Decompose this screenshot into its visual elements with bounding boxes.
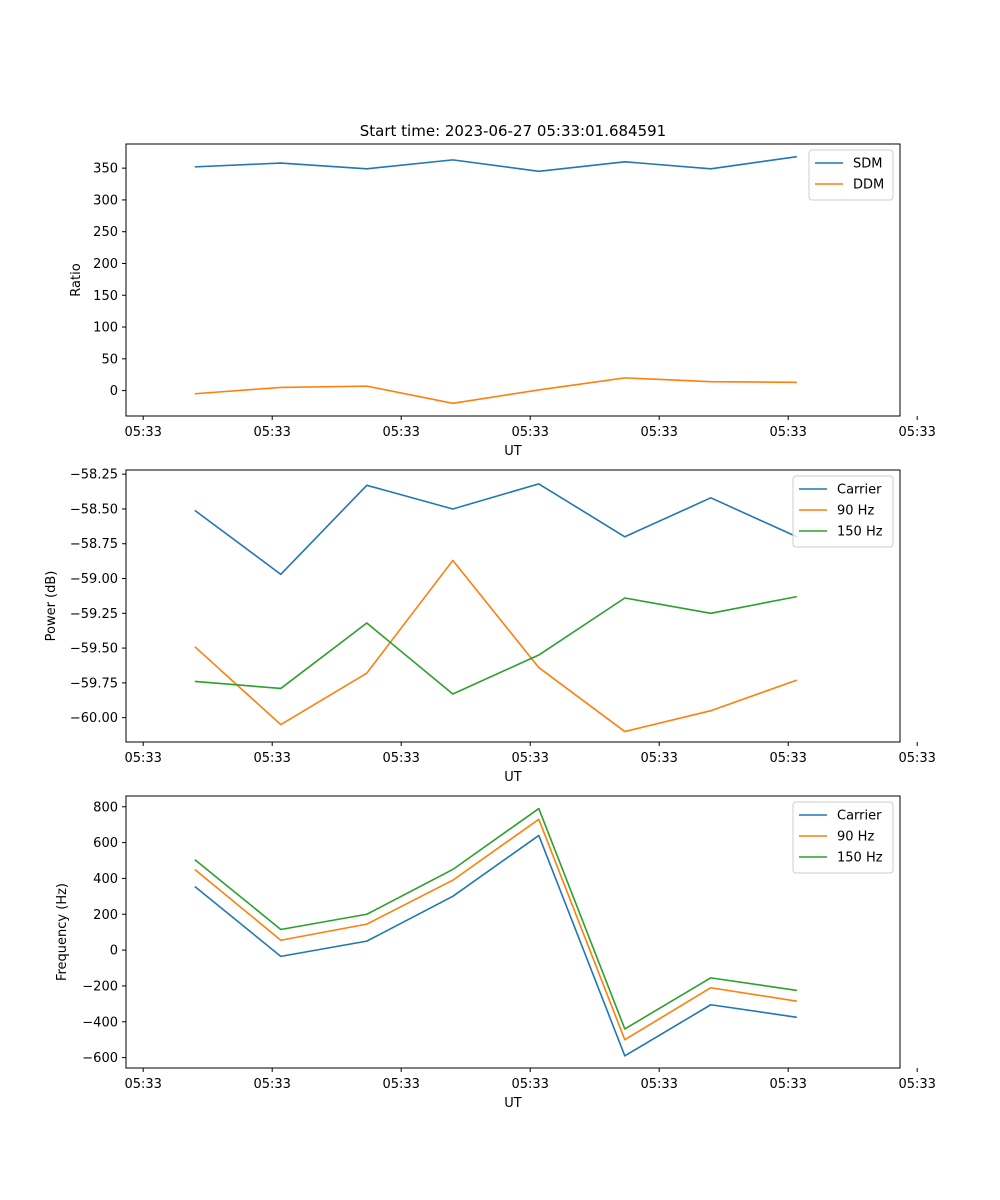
x-axis-label: UT [504,770,522,785]
x-tick-label: 05:33 [640,425,677,440]
legend-box [792,801,894,874]
y-tick-label: 200 [93,257,118,272]
x-tick-label: 05:33 [511,425,548,440]
legend-label: 150 Hz [837,851,883,866]
x-tick-label: 05:33 [382,425,419,440]
y-tick-label: −58.25 [70,468,118,483]
x-tick-label: 05:33 [253,751,290,766]
series-line-carrier [194,834,797,1057]
chart-panel-2: 05:33 05:33 05:33 05:33 05:33 05:33 05:33 −60.0… [44,468,936,785]
x-tick-label: 05:33 [124,425,161,440]
legend-label: 90 Hz [837,830,874,845]
y-tick-label: 50 [101,352,118,367]
y-tick-label: 150 [93,289,118,304]
y-tick-label: 350 [93,162,118,177]
y-tick-label: −200 [82,979,118,994]
x-axis-label: UT [504,444,522,459]
legend-label: SDM [853,157,882,172]
y-tick-label: −400 [82,1015,118,1030]
y-tick-label: 300 [93,193,118,208]
y-tick-label: −58.75 [70,537,118,552]
legend-label: Carrier [837,483,882,498]
y-tick-label: 100 [93,321,118,336]
x-tick-label: 05:33 [124,1077,161,1092]
y-tick-label: −60.00 [70,711,118,726]
axes-frame [125,469,901,743]
series-line-150-hz [194,807,797,1030]
x-tick-label: 05:33 [253,1077,290,1092]
x-tick-label: 05:33 [769,751,806,766]
y-tick-label: −58.50 [70,502,118,517]
x-tick-label: 05:33 [382,751,419,766]
panels: 05:33 05:33 05:33 05:33 05:33 05:33 05:33 0 50 10… [44,143,936,1111]
series-line-90-hz [194,559,798,733]
y-tick-label: 800 [93,800,118,815]
series-line-carrier [194,483,798,576]
legend-box [792,475,894,548]
x-tick-label: 05:33 [898,751,935,766]
legend-label: 90 Hz [837,504,874,519]
x-tick-label: 05:33 [382,1077,419,1092]
y-axis-label: Ratio [69,263,84,296]
y-tick-label: −59.00 [70,572,118,587]
series-line-ddm [194,377,797,405]
y-tick-label: −59.75 [70,676,118,691]
legend-label: Carrier [837,809,882,824]
y-tick-label: −59.50 [70,642,118,657]
y-tick-label: 600 [93,836,118,851]
legend-label: DDM [853,178,884,193]
y-axis-label: Frequency (Hz) [55,883,70,981]
axes-frame [125,795,901,1069]
y-tick-label: 200 [93,908,118,923]
x-tick-label: 05:33 [511,1077,548,1092]
x-tick-label: 05:33 [898,1077,935,1092]
x-tick-label: 05:33 [769,1077,806,1092]
y-tick-label: −59.25 [70,607,118,622]
x-axis-label: UT [504,1096,522,1111]
series-line-90-hz [194,818,797,1041]
x-tick-label: 05:33 [640,1077,677,1092]
chart-panel-1: 05:33 05:33 05:33 05:33 05:33 05:33 05:33 0 50 10… [69,143,936,459]
x-tick-label: 05:33 [511,751,548,766]
x-tick-label: 05:33 [640,751,677,766]
y-tick-label: 0 [110,384,118,399]
axes-frame [125,143,901,417]
y-tick-label: 400 [93,872,118,887]
figure-title: Start time: 2023-06-27 05:33:01.684591 [360,122,666,140]
legend-label: 150 Hz [837,525,883,540]
y-tick-label: 0 [110,944,118,959]
chart-panel-3: 05:33 05:33 05:33 05:33 05:33 05:33 05:33 −600 −… [55,795,936,1111]
series-line-sdm [194,155,797,173]
x-tick-label: 05:33 [253,425,290,440]
y-tick-label: 250 [93,225,118,240]
x-tick-label: 05:33 [124,751,161,766]
y-axis-label: Power (dB) [44,571,59,642]
x-tick-label: 05:33 [898,425,935,440]
y-tick-label: −600 [82,1051,118,1066]
series-line-150-hz [194,595,797,695]
x-tick-label: 05:33 [769,425,806,440]
